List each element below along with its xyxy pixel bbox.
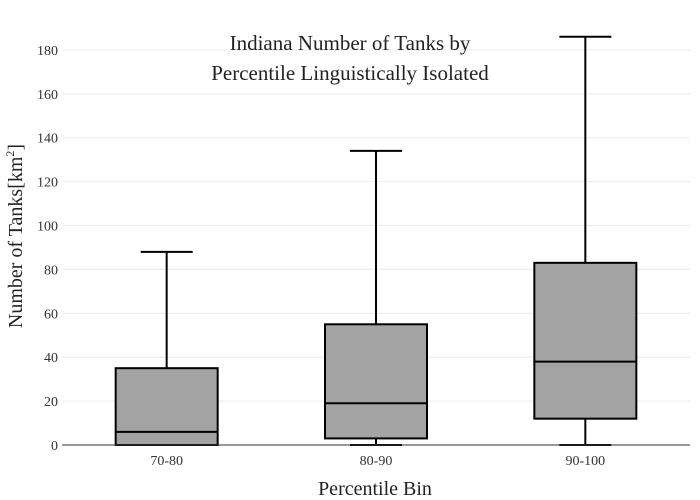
iqr-box-70-80 <box>114 367 219 446</box>
x-axis-label: Percentile Bin <box>318 478 432 500</box>
iqr-box-80-90 <box>324 323 428 440</box>
y-tick-label-60: 60 <box>44 307 58 322</box>
iqr-box-90-100 <box>533 261 638 420</box>
y-tick-label-80: 80 <box>44 263 58 278</box>
y-tick-label-0: 0 <box>51 439 58 454</box>
chart-title-line-1: Indiana Number of Tanks by <box>230 31 471 55</box>
y-axis-label: Number of Tanks[km2] <box>3 144 27 328</box>
y-tick-label-140: 140 <box>37 132 58 147</box>
boxes <box>114 35 638 446</box>
y-axis-label-text: Number of Tanks <box>5 189 27 329</box>
box-80-90 <box>324 149 428 446</box>
y-axis-ticks: 0 20 40 60 80 100 120 140 160 180 <box>37 44 58 454</box>
x-tick-label-70-80: 70-80 <box>150 454 183 469</box>
x-axis-ticks: 70-80 80-90 90-100 <box>150 454 605 469</box>
box-70-80 <box>114 250 219 446</box>
x-tick-label-90-100: 90-100 <box>565 454 605 469</box>
y-tick-label-100: 100 <box>37 220 58 235</box>
y-tick-label-180: 180 <box>37 44 58 59</box>
y-axis-label-unit: [km <box>5 156 27 189</box>
y-tick-label-120: 120 <box>37 176 58 191</box>
y-axis-label-unit-close: ] <box>5 144 27 151</box>
y-tick-label-20: 20 <box>44 395 58 410</box>
y-axis-label-unit-sup: 2 <box>3 151 17 157</box>
chart-title-line-2: Percentile Linguistically Isolated <box>211 61 489 85</box>
box-90-100 <box>533 35 638 446</box>
y-tick-label-40: 40 <box>44 351 58 366</box>
y-tick-label-160: 160 <box>37 88 58 103</box>
x-tick-label-80-90: 80-90 <box>360 454 393 469</box>
